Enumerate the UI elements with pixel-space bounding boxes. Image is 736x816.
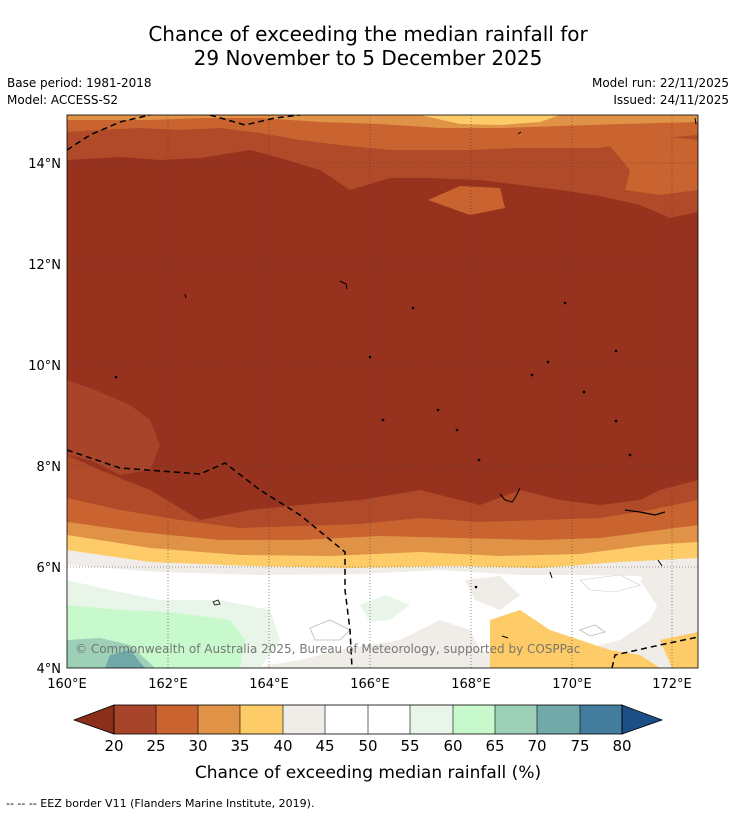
lat-label: 4°N <box>37 662 62 677</box>
map-frame <box>66 114 699 669</box>
colorbar-tick: 80 <box>612 737 631 755</box>
issued-date: Issued: 24/11/2025 <box>613 93 729 107</box>
region-white-patch <box>579 574 641 593</box>
model-name: Model: ACCESS-S2 <box>7 93 119 107</box>
colorbar-tick: 65 <box>485 737 504 755</box>
lat-label: 6°N <box>37 561 62 576</box>
islands <box>114 117 697 639</box>
colorbar <box>72 704 664 735</box>
colorbar-tick: 55 <box>400 737 419 755</box>
colorbar-swatch <box>325 705 368 734</box>
colorbar-swatch <box>114 705 156 734</box>
lon-label: 168°E <box>451 677 491 692</box>
region-35-40-east <box>660 632 698 668</box>
lat-label: 12°N <box>28 258 61 273</box>
lon-label: 170°E <box>552 677 592 692</box>
lon-label: 166°E <box>350 677 390 692</box>
lon-label: 172°E <box>652 677 692 692</box>
region-35-40-north <box>420 115 560 125</box>
region-25-30-central-north <box>428 186 505 215</box>
chart-title-line-1: Chance of exceeding the median rainfall … <box>148 22 588 46</box>
colorbar-swatch <box>453 705 495 734</box>
colorbar-tick: 35 <box>230 737 249 755</box>
colorbar-tick: 20 <box>104 737 123 755</box>
contour-line <box>579 624 606 637</box>
colorbar-tick: 40 <box>273 737 292 755</box>
colorbar-tick: 60 <box>443 737 462 755</box>
colorbar-swatch <box>537 705 580 734</box>
colorbar-swatch <box>283 705 325 734</box>
lon-label: 160°E <box>47 677 87 692</box>
contour-line <box>309 619 351 641</box>
colorbar-tick: 45 <box>315 737 334 755</box>
eez-footnote: -- -- -- EEZ border V11 (Flanders Marine… <box>6 797 315 810</box>
colorbar-tick: 50 <box>358 737 377 755</box>
colorbar-swatch <box>580 705 622 734</box>
model-run: Model run: 22/11/2025 <box>591 76 729 90</box>
colorbar-swatch <box>495 705 537 734</box>
colorbar-extend-high <box>621 704 664 735</box>
colorbar-swatch <box>410 705 453 734</box>
gridlines <box>67 115 698 668</box>
colorbar-swatch <box>156 705 198 734</box>
colorbar-tick: 70 <box>527 737 546 755</box>
chart-title-line-2: 29 November to 5 December 2025 <box>193 46 543 70</box>
region-70-75 <box>105 650 145 668</box>
lon-label: 164°E <box>249 677 289 692</box>
colorbar-tick: 75 <box>570 737 589 755</box>
eez-border <box>67 115 698 668</box>
region-40-45-central <box>465 576 520 610</box>
lat-label: 8°N <box>37 460 62 475</box>
colorbar-swatch <box>240 705 283 734</box>
rainfall-probability-field <box>67 115 698 668</box>
colorbar-extend-low <box>72 704 115 735</box>
copyright-notice: © Commonwealth of Australia 2025, Bureau… <box>75 642 580 656</box>
region-20-25-west <box>67 380 160 475</box>
lat-label: 10°N <box>28 359 61 374</box>
colorbar-swatch <box>198 705 240 734</box>
colorbar-swatch <box>368 705 410 734</box>
colorbar-tick: 30 <box>188 737 207 755</box>
colorbar-tick: 25 <box>146 737 165 755</box>
region-55-60-central <box>360 595 410 622</box>
base-period: Base period: 1981-2018 <box>7 76 152 90</box>
colorbar-label: Chance of exceeding median rainfall (%) <box>195 763 541 783</box>
lat-label: 14°N <box>28 157 61 172</box>
lon-label: 162°E <box>148 677 188 692</box>
region-25-30-northeast <box>605 135 698 195</box>
region-35-40-southeast <box>490 610 660 668</box>
